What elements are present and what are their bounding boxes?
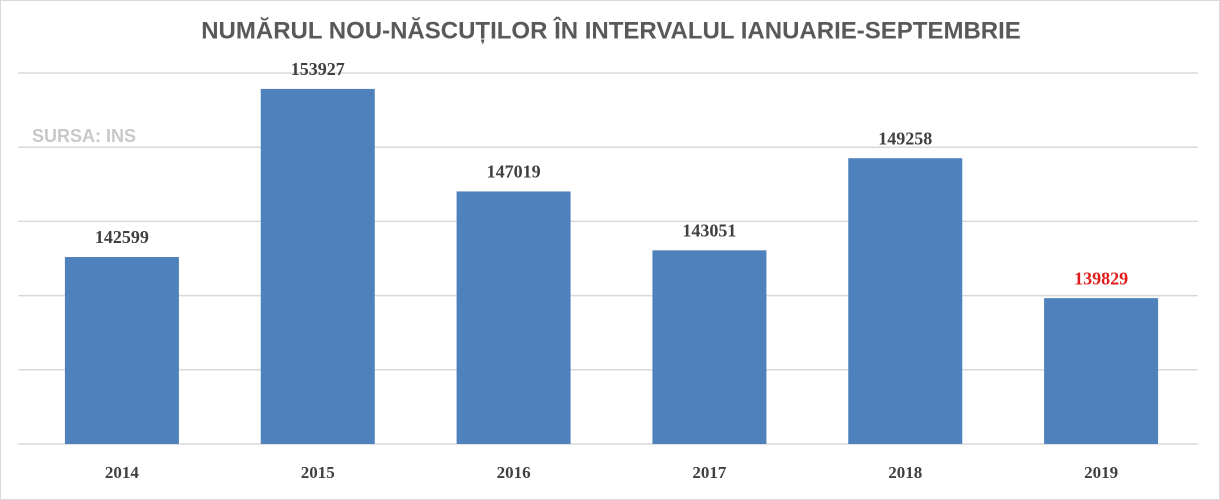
x-tick-label: 2017: [692, 463, 727, 482]
value-label: 143051: [682, 220, 736, 240]
value-label: 139829: [1074, 268, 1128, 288]
chart-title: NUMĂRUL NOU-NĂSCUȚILOR ÎN INTERVALUL IAN…: [201, 16, 1021, 44]
value-label: 153927: [291, 59, 345, 79]
source-note: SURSA: INS: [32, 126, 136, 146]
x-tick-label: 2019: [1084, 463, 1118, 482]
value-label: 142599: [95, 227, 149, 247]
bar: [260, 88, 375, 445]
x-tick-label: 2018: [888, 463, 922, 482]
value-label: 149258: [878, 128, 932, 148]
bar: [848, 158, 963, 444]
bar: [64, 257, 179, 444]
bar: [1044, 298, 1159, 444]
bar: [652, 250, 767, 444]
x-tick-label: 2016: [497, 463, 531, 482]
bar: [456, 191, 571, 444]
x-tick-label: 2015: [301, 463, 335, 482]
value-label: 147019: [487, 162, 541, 182]
x-tick-label: 2014: [105, 463, 140, 482]
